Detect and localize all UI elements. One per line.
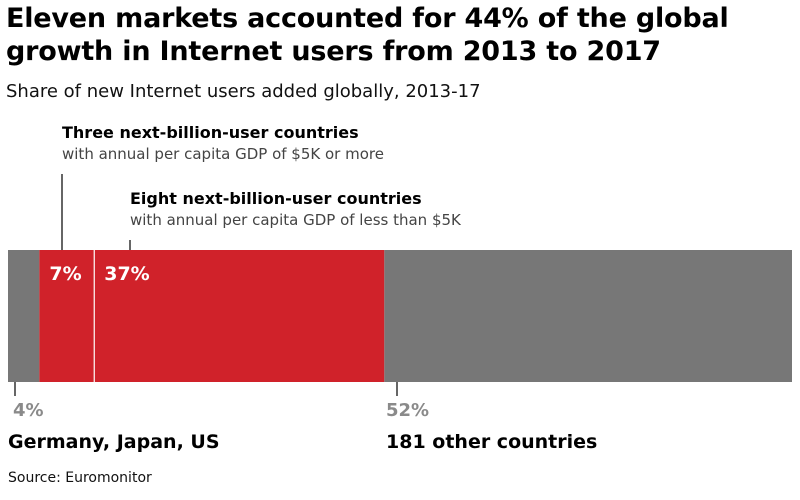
chart-title: Eleven markets accounted for 44% of the … xyxy=(6,3,729,67)
bar-segments: 7% 37% xyxy=(8,250,792,382)
bar-segment-germany xyxy=(8,250,40,382)
value-label-three: 7% xyxy=(49,263,81,285)
value-label-germany: 4% xyxy=(13,400,44,421)
bar-segment-three xyxy=(39,250,95,382)
annotation-three-subtext: with annual per capita GDP of $5K or mor… xyxy=(62,145,384,163)
annotation-three-heading: Three next-billion-user countries xyxy=(62,123,359,142)
category-label-other: 181 other countries xyxy=(386,431,598,453)
value-label-eight: 37% xyxy=(104,263,149,285)
source-note: Source: Euromonitor xyxy=(8,470,152,486)
bar-segment-other xyxy=(384,250,792,382)
category-label-germany: Germany, Japan, US xyxy=(8,431,220,453)
annotation-eight-heading: Eight next-billion-user countries xyxy=(130,189,422,208)
annotation-eight-subtext: with annual per capita GDP of less than … xyxy=(130,211,461,229)
bar-segment-eight xyxy=(94,250,385,382)
annotation-eight-countries: Eight next-billion-user countries with a… xyxy=(130,188,461,230)
value-label-other: 52% xyxy=(386,400,430,421)
annotation-three-countries: Three next-billion-user countries with a… xyxy=(62,122,384,164)
chart-subtitle: Share of new Internet users added global… xyxy=(6,81,481,102)
